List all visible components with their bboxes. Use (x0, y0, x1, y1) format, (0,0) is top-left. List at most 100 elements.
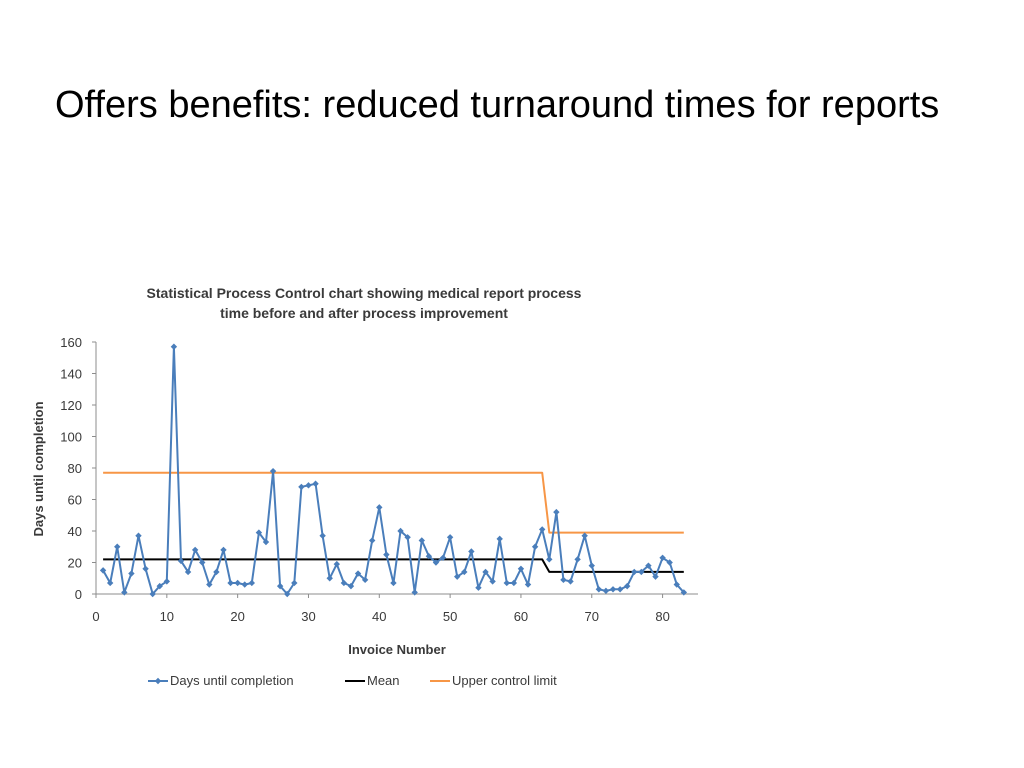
data-point (156, 582, 163, 590)
data-point (248, 579, 256, 587)
data-point (418, 537, 425, 544)
legend-marker (154, 677, 162, 685)
data-point (227, 579, 234, 587)
data-point (333, 560, 340, 568)
x-axis-label: Invoice Number (348, 642, 446, 657)
data-point (560, 576, 567, 584)
data-point (142, 565, 149, 572)
x-tick-label: 40 (372, 609, 386, 624)
spc-chart: Statistical Process Control chart showin… (0, 276, 744, 696)
slide-title: Offers benefits: reduced turnaround time… (55, 84, 940, 126)
x-tick-label: 30 (301, 609, 315, 624)
data-point (432, 559, 440, 566)
data-point (128, 570, 135, 577)
axes: 0 20 40 60 80 100 120 140 160 0 10 20 30 40 50 60 70 80 (60, 335, 698, 624)
series-layer (99, 343, 688, 598)
data-point (284, 590, 291, 598)
data-point (220, 546, 227, 554)
data-point (383, 551, 390, 558)
y-axis-label: Days until completion (31, 401, 46, 536)
data-point (269, 467, 277, 475)
y-tick-label: 140 (60, 367, 82, 382)
data-point (319, 532, 326, 539)
data-point (135, 532, 142, 539)
data-point (439, 554, 447, 561)
data-point (170, 343, 178, 350)
data-point (99, 567, 107, 574)
data-point (595, 586, 603, 593)
data-point (149, 590, 156, 598)
data-point (631, 568, 638, 576)
data-point (609, 586, 617, 593)
x-tick-label: 20 (230, 609, 244, 624)
data-point (199, 559, 206, 566)
x-tick-label: 50 (443, 609, 457, 624)
data-point (616, 586, 624, 593)
data-point (347, 582, 355, 590)
data-point (602, 587, 610, 595)
data-point (298, 483, 305, 491)
data-point (163, 578, 171, 585)
data-point (524, 581, 532, 588)
data-point (191, 546, 199, 554)
data-point (645, 562, 652, 569)
y-tick-label: 120 (60, 398, 82, 413)
chart-title-line-1: Statistical Process Control chart showin… (147, 285, 582, 301)
y-tick-label: 100 (60, 430, 82, 445)
data-point (121, 589, 128, 596)
data-point (446, 534, 454, 541)
data-point (340, 579, 348, 587)
chart-title-line-2: time before and after process improvemen… (220, 305, 508, 321)
data-point (531, 543, 539, 550)
data-point (397, 527, 404, 535)
data-point (276, 582, 284, 590)
data-point (538, 526, 546, 533)
data-point (623, 582, 631, 590)
data-point (496, 535, 503, 543)
data-point (369, 537, 376, 544)
data-point (326, 575, 333, 582)
series-line-days-until-completion (102, 345, 685, 595)
data-point (553, 508, 560, 516)
x-tick-label: 10 (160, 609, 174, 624)
y-tick-label: 60 (68, 493, 82, 508)
data-point (291, 579, 298, 587)
data-point (241, 581, 248, 588)
legend-label: Upper control limit (452, 673, 557, 688)
data-point (184, 568, 192, 576)
legend: Days until completion Mean Upper control l… (148, 673, 557, 688)
legend-label: Days until completion (170, 673, 294, 688)
data-point (312, 480, 319, 487)
y-tick-label: 40 (68, 524, 82, 539)
data-point (510, 579, 518, 587)
data-point (468, 548, 475, 555)
data-point (503, 579, 510, 587)
chart-canvas: Statistical Process Control chart showin… (31, 285, 698, 688)
y-tick-label: 160 (60, 335, 82, 350)
data-point (114, 543, 121, 550)
data-point (106, 579, 114, 587)
data-point (546, 556, 553, 563)
data-point (574, 556, 581, 563)
x-tick-label: 0 (92, 609, 99, 624)
x-tick-label: 80 (655, 609, 669, 624)
y-tick-label: 20 (68, 556, 82, 571)
legend-label: Mean (367, 673, 400, 688)
data-point (666, 559, 673, 566)
data-point (390, 579, 397, 587)
data-point (234, 579, 241, 587)
y-tick-label: 0 (75, 587, 82, 602)
data-point (659, 554, 666, 561)
data-point (354, 570, 362, 577)
series-line-upper-control-limit (103, 471, 684, 534)
x-tick-label: 70 (585, 609, 599, 624)
data-point (475, 584, 482, 591)
data-point (588, 562, 595, 569)
y-tick-label: 80 (68, 461, 82, 476)
data-point (567, 578, 574, 585)
data-point (376, 504, 383, 511)
data-point (305, 482, 312, 489)
data-point (581, 532, 588, 539)
x-tick-label: 60 (514, 609, 528, 624)
data-point (411, 589, 418, 596)
